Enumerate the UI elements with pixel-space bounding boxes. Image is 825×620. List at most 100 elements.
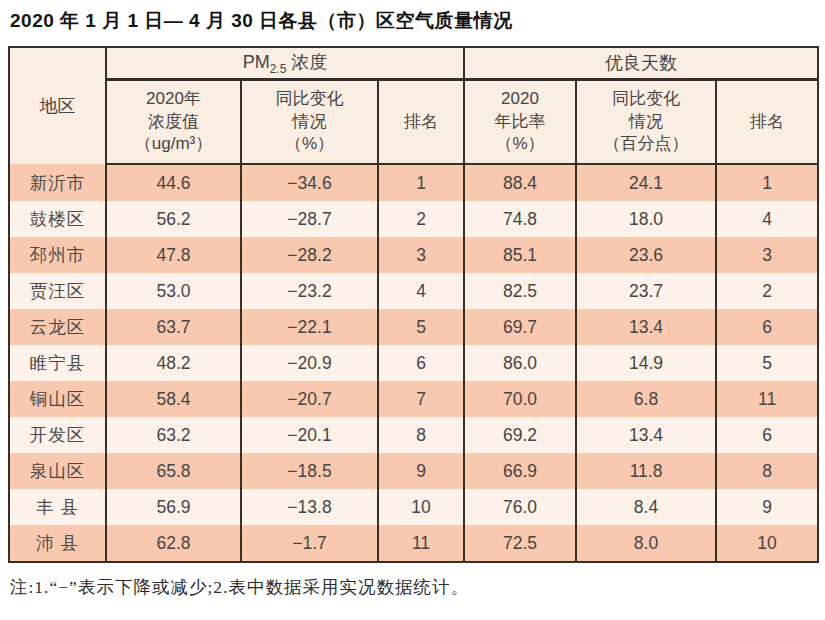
header-group-good-days: 优良天数 <box>464 47 818 80</box>
value-cell: 8 <box>378 417 464 453</box>
value-cell: −13.8 <box>241 489 378 525</box>
value-cell: 10 <box>716 525 818 562</box>
value-cell: −1.7 <box>241 525 378 562</box>
table-row: 开发区63.2−20.1869.213.46 <box>9 417 818 453</box>
table-row: 贾汪区53.0−23.2482.523.72 <box>9 273 818 309</box>
pm25-label-suffix: 浓度 <box>286 52 327 72</box>
value-cell: 4 <box>716 201 818 237</box>
table-row: 铜山区58.4−20.7770.06.811 <box>9 381 818 417</box>
value-cell: −28.7 <box>241 201 378 237</box>
value-cell: 13.4 <box>576 417 716 453</box>
value-cell: 2 <box>716 273 818 309</box>
pm25-subscript: 2.5 <box>270 62 287 76</box>
value-cell: 47.8 <box>106 237 241 273</box>
value-cell: 13.4 <box>576 309 716 345</box>
region-cell: 铜山区 <box>9 381 106 417</box>
value-cell: 53.0 <box>106 273 241 309</box>
header-col-gooddays-rank: 排名 <box>716 80 818 165</box>
value-cell: 18.0 <box>576 201 716 237</box>
value-cell: 14.9 <box>576 345 716 381</box>
value-cell: 74.8 <box>464 201 576 237</box>
value-cell: 88.4 <box>464 164 576 201</box>
value-cell: 58.4 <box>106 381 241 417</box>
region-cell: 泉山区 <box>9 453 106 489</box>
value-cell: 63.2 <box>106 417 241 453</box>
value-cell: 8 <box>716 453 818 489</box>
region-cell: 邳州市 <box>9 237 106 273</box>
value-cell: −18.5 <box>241 453 378 489</box>
value-cell: −20.7 <box>241 381 378 417</box>
value-cell: 86.0 <box>464 345 576 381</box>
value-cell: 72.5 <box>464 525 576 562</box>
value-cell: 76.0 <box>464 489 576 525</box>
value-cell: 62.8 <box>106 525 241 562</box>
value-cell: 48.2 <box>106 345 241 381</box>
value-cell: 11 <box>378 525 464 562</box>
header-col-pm25-value: 2020年 浓度值 （ug/m³） <box>106 80 241 165</box>
header-col-gooddays-change: 同比变化 情况 （百分点） <box>576 80 716 165</box>
value-cell: 23.6 <box>576 237 716 273</box>
value-cell: 10 <box>378 489 464 525</box>
table-row: 云龙区63.7−22.1569.713.46 <box>9 309 818 345</box>
value-cell: −23.2 <box>241 273 378 309</box>
region-cell: 云龙区 <box>9 309 106 345</box>
page-title: 2020 年 1 月 1 日— 4 月 30 日各县（市）区空气质量情况 <box>10 8 817 34</box>
value-cell: 9 <box>378 453 464 489</box>
value-cell: −34.6 <box>241 164 378 201</box>
region-cell: 新沂市 <box>9 164 106 201</box>
region-cell: 贾汪区 <box>9 273 106 309</box>
value-cell: 5 <box>716 345 818 381</box>
value-cell: 6 <box>716 417 818 453</box>
value-cell: 3 <box>378 237 464 273</box>
region-cell: 睢宁县 <box>9 345 106 381</box>
value-cell: 4 <box>378 273 464 309</box>
region-cell: 开发区 <box>9 417 106 453</box>
page: 2020 年 1 月 1 日— 4 月 30 日各县（市）区空气质量情况 地区 … <box>0 0 825 620</box>
value-cell: 8.0 <box>576 525 716 562</box>
header-col-gooddays-rate: 2020 年比率 （%） <box>464 80 576 165</box>
header-sub-row: 2020年 浓度值 （ug/m³） 同比变化 情况 （%） 排名 2020 年比… <box>9 80 818 165</box>
value-cell: −20.1 <box>241 417 378 453</box>
header-col-pm25-rank: 排名 <box>378 80 464 165</box>
value-cell: 69.7 <box>464 309 576 345</box>
region-cell: 鼓楼区 <box>9 201 106 237</box>
table-body: 新沂市44.6−34.6188.424.11鼓楼区56.2−28.7274.81… <box>9 164 818 562</box>
air-quality-table: 地区 PM2.5 浓度 优良天数 2020年 浓度值 （ug/m³） 同比变化 … <box>8 46 819 563</box>
header-group-row: 地区 PM2.5 浓度 优良天数 <box>9 47 818 80</box>
table-row: 丰 县56.9−13.81076.08.49 <box>9 489 818 525</box>
value-cell: 44.6 <box>106 164 241 201</box>
region-cell: 丰 县 <box>9 489 106 525</box>
table-row: 沛 县62.8−1.71172.58.010 <box>9 525 818 562</box>
pm25-label-prefix: PM <box>243 52 270 72</box>
value-cell: 56.2 <box>106 201 241 237</box>
value-cell: 82.5 <box>464 273 576 309</box>
value-cell: 24.1 <box>576 164 716 201</box>
table-row: 泉山区65.8−18.5966.911.88 <box>9 453 818 489</box>
value-cell: 63.7 <box>106 309 241 345</box>
value-cell: 1 <box>716 164 818 201</box>
value-cell: 66.9 <box>464 453 576 489</box>
value-cell: 1 <box>378 164 464 201</box>
value-cell: 23.7 <box>576 273 716 309</box>
value-cell: 6 <box>378 345 464 381</box>
value-cell: −20.9 <box>241 345 378 381</box>
table-header: 地区 PM2.5 浓度 优良天数 2020年 浓度值 （ug/m³） 同比变化 … <box>9 47 818 164</box>
value-cell: 7 <box>378 381 464 417</box>
region-cell: 沛 县 <box>9 525 106 562</box>
table-row: 邳州市47.8−28.2385.123.63 <box>9 237 818 273</box>
footnote: 注:1.“−”表示下降或减少;2.表中数据采用实况数据统计。 <box>10 575 817 599</box>
table-row: 新沂市44.6−34.6188.424.11 <box>9 164 818 201</box>
value-cell: 69.2 <box>464 417 576 453</box>
value-cell: 9 <box>716 489 818 525</box>
header-region: 地区 <box>9 47 106 164</box>
header-col-pm25-change: 同比变化 情况 （%） <box>241 80 378 165</box>
value-cell: 70.0 <box>464 381 576 417</box>
value-cell: 11 <box>716 381 818 417</box>
value-cell: 85.1 <box>464 237 576 273</box>
value-cell: 6 <box>716 309 818 345</box>
value-cell: 5 <box>378 309 464 345</box>
value-cell: −22.1 <box>241 309 378 345</box>
value-cell: 65.8 <box>106 453 241 489</box>
value-cell: 2 <box>378 201 464 237</box>
value-cell: 6.8 <box>576 381 716 417</box>
